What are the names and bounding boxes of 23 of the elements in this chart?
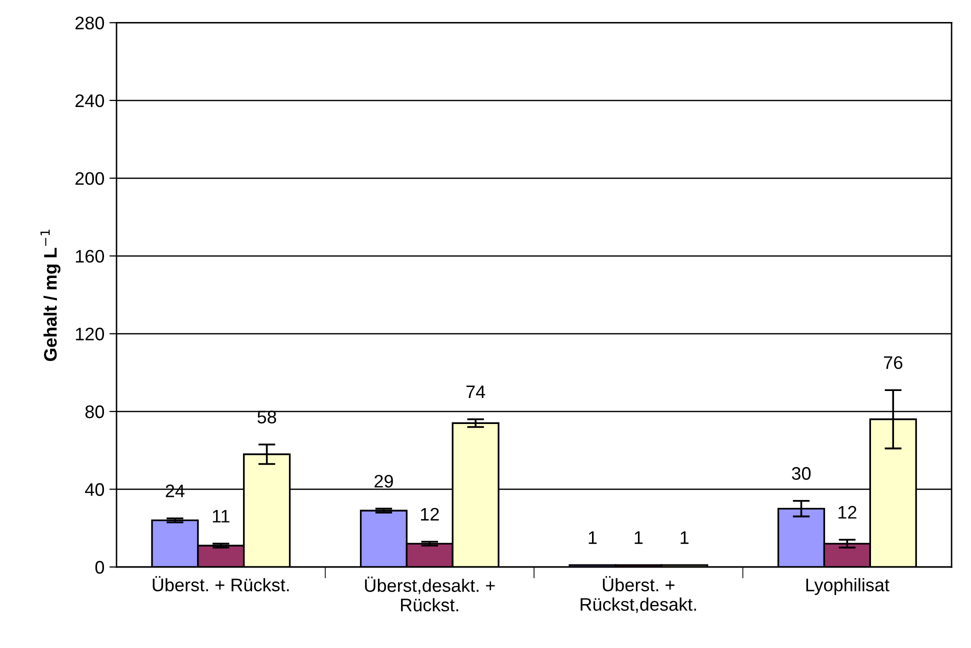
data-label: 29 (374, 474, 393, 488)
x-tick-label: Überst. + Rückst. (152, 576, 289, 592)
y-tick-label: 280 (76, 16, 104, 30)
data-label: 1 (680, 531, 688, 544)
data-label: 12 (838, 506, 856, 519)
y-tick-label: 240 (76, 94, 104, 108)
y-tick-label: 40 (85, 483, 104, 496)
data-label: 12 (421, 508, 439, 520)
y-tick-label: 160 (76, 250, 104, 263)
y-tick-label: 80 (85, 405, 104, 418)
data-label: 76 (884, 356, 902, 370)
data-label: 30 (792, 467, 811, 480)
y-tick-label: 200 (76, 172, 104, 185)
data-label: 74 (466, 386, 486, 398)
data-label: 11 (212, 510, 230, 522)
x-tick-label: Lyophilisat (806, 578, 890, 595)
x-tick-label: Überst. + Rückst,desakt. (580, 576, 696, 613)
y-tick-label: 120 (76, 328, 104, 340)
y-tick-label: 0 (95, 560, 104, 574)
x-tick-label: Überst,desakt. + Rückst. (365, 576, 495, 612)
y-axis-title: Gehalt / mg L$^{−1}$ (40, 230, 60, 361)
data-label: 1 (588, 531, 597, 544)
data-label: 1 (634, 531, 643, 544)
